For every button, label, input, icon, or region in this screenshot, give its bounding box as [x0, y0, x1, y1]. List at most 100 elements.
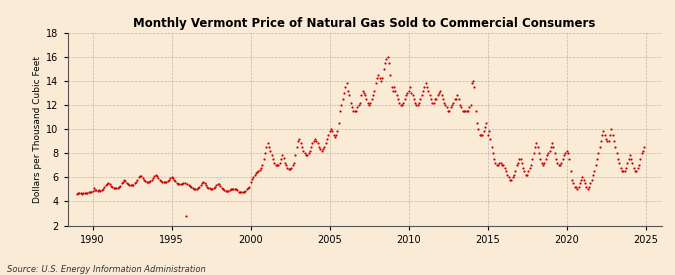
- Point: [408, 97, 419, 101]
- Point: [310, 136, 321, 141]
- Point: [74, 191, 85, 196]
- Point: [576, 177, 587, 182]
- Point: [404, 85, 415, 89]
- Point: [372, 76, 383, 81]
- Point: [180, 181, 190, 185]
- Point: [261, 144, 272, 149]
- Point: [554, 163, 564, 167]
- Point: [464, 105, 475, 109]
- Point: [103, 181, 114, 185]
- Point: [419, 85, 430, 89]
- Point: [514, 157, 524, 161]
- Point: [105, 184, 116, 189]
- Point: [332, 129, 343, 134]
- Point: [618, 169, 628, 173]
- Point: [447, 103, 458, 107]
- Point: [302, 153, 313, 158]
- Point: [206, 187, 217, 191]
- Point: [335, 109, 346, 113]
- Point: [565, 169, 576, 173]
- Point: [606, 127, 617, 131]
- Point: [562, 151, 573, 155]
- Point: [452, 93, 463, 98]
- Text: Source: U.S. Energy Information Administration: Source: U.S. Energy Information Administ…: [7, 265, 205, 274]
- Point: [176, 182, 186, 186]
- Point: [477, 133, 488, 137]
- Point: [451, 97, 462, 101]
- Point: [109, 186, 120, 191]
- Point: [219, 188, 230, 192]
- Point: [244, 185, 254, 189]
- Point: [531, 141, 542, 146]
- Point: [422, 85, 433, 89]
- Point: [349, 109, 360, 113]
- Point: [524, 165, 535, 170]
- Point: [209, 186, 219, 190]
- Point: [328, 133, 339, 137]
- Point: [381, 57, 392, 61]
- Point: [295, 141, 306, 146]
- Point: [613, 157, 624, 161]
- Point: [216, 186, 227, 190]
- Point: [472, 121, 483, 125]
- Point: [598, 129, 609, 134]
- Point: [377, 76, 387, 81]
- Point: [610, 145, 621, 149]
- Point: [213, 182, 224, 186]
- Point: [102, 182, 113, 186]
- Point: [423, 88, 434, 93]
- Point: [196, 181, 207, 185]
- Point: [526, 163, 537, 167]
- Point: [174, 182, 185, 186]
- Point: [620, 165, 631, 170]
- Point: [169, 178, 180, 182]
- Point: [581, 185, 592, 189]
- Point: [198, 180, 209, 184]
- Point: [587, 177, 597, 182]
- Point: [518, 165, 529, 170]
- Point: [414, 100, 425, 105]
- Point: [631, 169, 642, 173]
- Point: [111, 186, 122, 190]
- Point: [584, 185, 595, 189]
- Point: [87, 188, 98, 193]
- Point: [392, 93, 402, 98]
- Point: [79, 191, 90, 196]
- Point: [313, 141, 323, 146]
- Point: [270, 163, 281, 167]
- Point: [483, 129, 494, 134]
- Point: [552, 161, 563, 165]
- Point: [190, 187, 200, 192]
- Point: [231, 187, 242, 192]
- Point: [362, 100, 373, 105]
- Point: [120, 178, 131, 183]
- Point: [574, 181, 585, 185]
- Point: [555, 163, 566, 167]
- Point: [104, 182, 115, 186]
- Point: [99, 185, 110, 189]
- Point: [495, 161, 506, 165]
- Point: [424, 93, 435, 98]
- Point: [88, 186, 99, 190]
- Point: [383, 60, 394, 65]
- Point: [80, 191, 91, 196]
- Point: [357, 88, 368, 93]
- Point: [137, 176, 148, 180]
- Point: [421, 81, 431, 86]
- Point: [202, 185, 213, 189]
- Point: [539, 161, 549, 165]
- Point: [561, 148, 572, 153]
- Point: [356, 93, 367, 98]
- Point: [162, 178, 173, 183]
- Point: [195, 183, 206, 187]
- Point: [374, 76, 385, 81]
- Point: [245, 180, 256, 184]
- Point: [497, 163, 508, 167]
- Point: [343, 88, 354, 93]
- Point: [529, 151, 539, 155]
- Point: [498, 163, 509, 167]
- Point: [475, 133, 485, 137]
- Point: [227, 187, 238, 191]
- Point: [443, 109, 454, 113]
- Point: [291, 145, 302, 149]
